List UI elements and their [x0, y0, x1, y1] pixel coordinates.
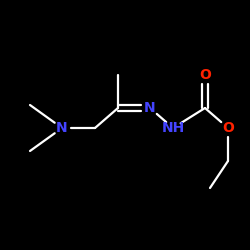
Text: N: N — [144, 101, 156, 115]
Text: N: N — [56, 121, 68, 135]
Text: O: O — [199, 68, 211, 82]
Text: O: O — [222, 121, 234, 135]
Text: NH: NH — [162, 121, 184, 135]
